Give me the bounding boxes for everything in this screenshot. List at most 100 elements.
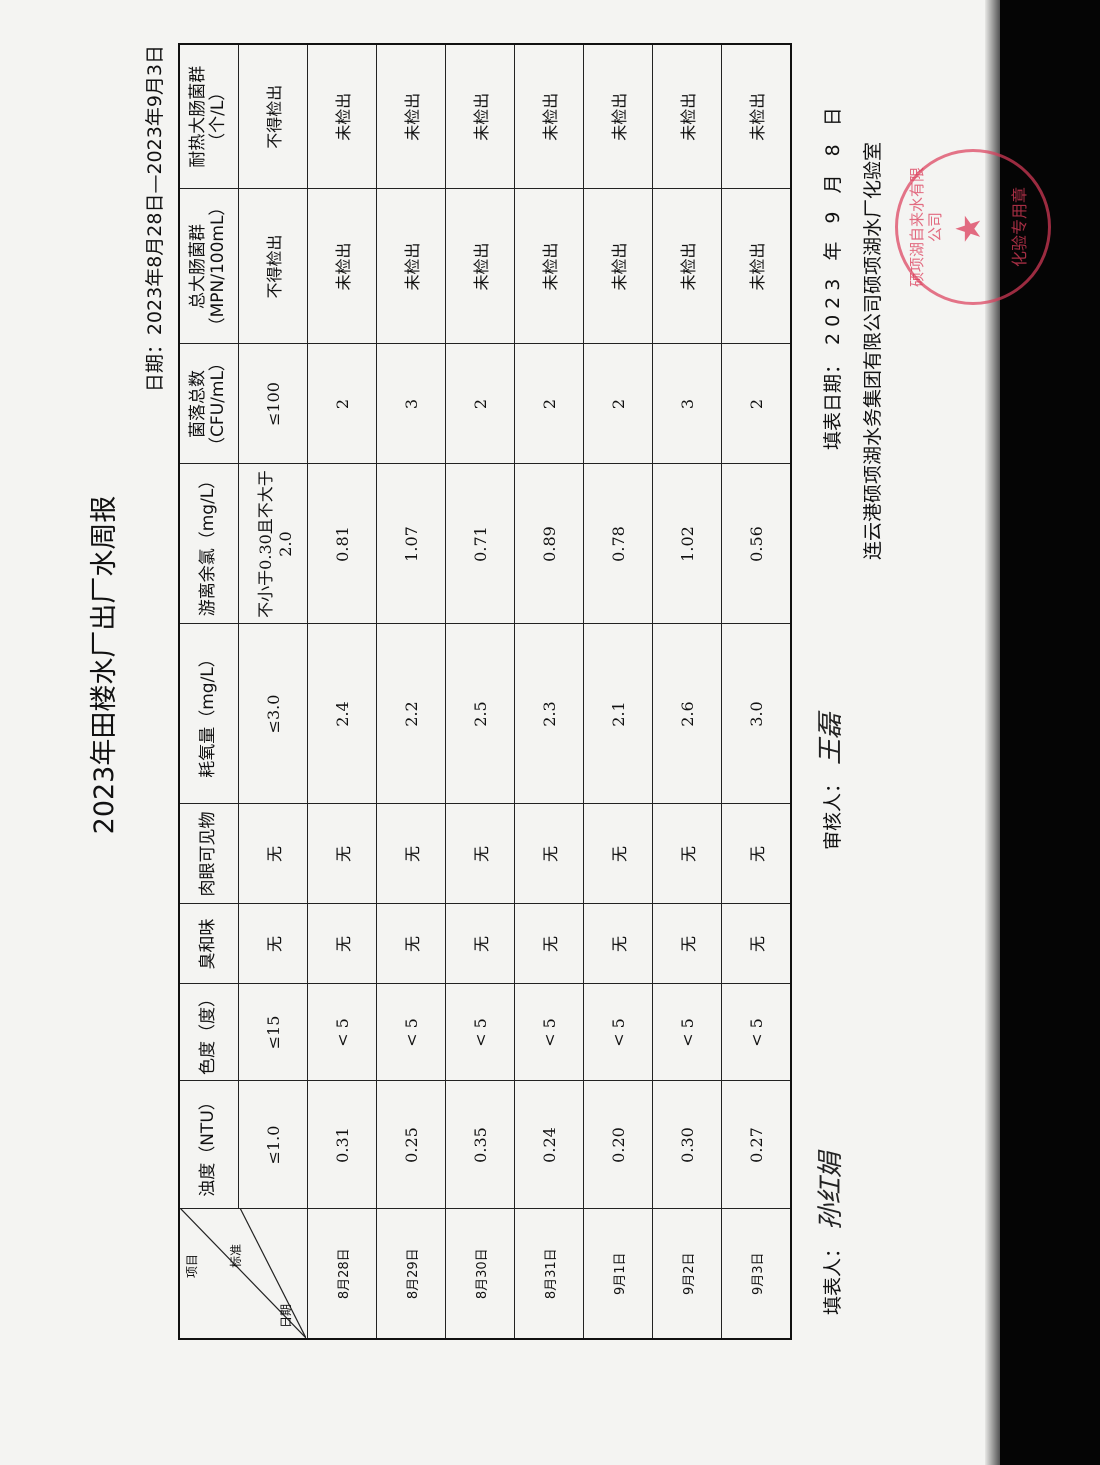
reviewer-signature: 王磊 [816,712,846,765]
header-cell: 菌落总数（CFU/mL） [179,344,239,464]
value-cell: 无 [514,904,584,984]
value-cell: 3 [376,344,446,464]
header-cell: 游离余氯（mg/L） [179,464,239,624]
dark-background [1000,0,1100,1465]
value-cell: 2 [307,344,377,464]
value-cell: 0.89 [514,464,584,624]
standard-cell: 不小于0.30且不大于2.0 [238,464,308,624]
value-cell: 0.31 [307,1081,377,1209]
value-cell: 未检出 [583,44,653,189]
value-cell: 无 [445,904,515,984]
standard-cell: 无 [238,904,308,984]
standard-cell: ≤1.0 [238,1081,308,1209]
date-cell: 9月1日 [583,1209,653,1339]
corner-date: 日期 [279,1303,293,1328]
table-row: 9月3日 0.27 < 5 无无 3.0 0.56 2 未检出 未检出 [721,44,791,1339]
report-title: 2023年田楼水厂出厂水周报 [89,495,120,835]
value-cell: 0.35 [445,1081,515,1209]
value-cell: 无 [652,904,722,984]
value-cell: 未检出 [376,44,446,189]
value-cell: < 5 [721,984,791,1081]
standard-row: ≤1.0 ≤15 无 无 ≤3.0 不小于0.30且不大于2.0 ≤100 不得… [238,44,308,1339]
table-row: 8月30日 0.35 < 5 无无 2.5 0.71 2 未检出 未检出 [445,44,515,1339]
corner-cell: 项目 标准 日期 [179,1208,308,1339]
header-row: 项目 标准 日期 浊度（NTU） 色度（度） 臭和味 肉眼可见物 耗氧量（mg/… [179,44,308,1339]
value-cell: 0.71 [445,464,515,624]
value-cell: 0.30 [652,1081,722,1209]
stamp-bottom-text: 化验专用章 [1010,187,1029,268]
official-stamp: 硕项湖自来水有限公司 ★ 化验专用章 [895,149,1051,305]
value-cell: 0.78 [583,464,653,624]
standard-cell: 不得检出 [238,189,308,344]
standard-cell: 无 [238,804,308,904]
filler-label: 填表人： [822,1238,844,1315]
value-cell: 2 [721,344,791,464]
date-cell: 8月30日 [445,1209,515,1339]
value-cell: 未检出 [514,44,584,189]
value-cell: 无 [721,804,791,904]
value-cell: 2.1 [583,624,653,804]
value-cell: 未检出 [652,189,722,344]
value-cell: 无 [445,804,515,904]
value-cell: 未检出 [583,189,653,344]
value-cell: 2 [445,344,515,464]
value-cell: 1.07 [376,464,446,624]
value-cell: 0.24 [514,1081,584,1209]
date-cell: 8月29日 [376,1209,446,1339]
value-cell: 无 [583,904,653,984]
header-cell: 耗氧量（mg/L） [179,624,239,804]
date-cell: 8月31日 [514,1209,584,1339]
value-cell: 未检出 [514,189,584,344]
standard-cell: 不得检出 [238,44,308,189]
value-cell: 0.25 [376,1081,446,1209]
value-cell: 1.02 [652,464,722,624]
date-cell: 9月2日 [652,1209,722,1339]
table-row: 9月2日 0.30 < 5 无无 2.6 1.02 3 未检出 未检出 [652,44,722,1339]
value-cell: 0.27 [721,1081,791,1209]
reviewer-label: 审核人： [822,773,844,850]
filler-signature: 孙红娟 [816,1151,846,1230]
value-cell: < 5 [376,984,446,1081]
header-cell: 耐热大肠菌群（个/L） [179,44,239,189]
header-cell: 总大肠菌群（MPN/100mL） [179,189,239,344]
value-cell: 2.2 [376,624,446,804]
header-cell: 色度（度） [179,984,239,1081]
value-cell: 未检出 [376,189,446,344]
date-range: 日期：2023年8月28日—2023年9月3日 [144,45,166,393]
value-cell: 2.5 [445,624,515,804]
header-cell: 臭和味 [179,904,239,984]
value-cell: 未检出 [652,44,722,189]
header-cell: 浊度（NTU） [179,1081,239,1209]
value-cell: < 5 [583,984,653,1081]
value-cell: 未检出 [445,189,515,344]
corner-diagonals [180,1208,306,1338]
value-cell: 3.0 [721,624,791,804]
value-cell: 无 [721,904,791,984]
value-cell: 无 [376,904,446,984]
value-cell: 2.4 [307,624,377,804]
value-cell: 无 [307,804,377,904]
date-cell: 9月3日 [721,1209,791,1339]
value-cell: 2.3 [514,624,584,804]
star-icon: ★ [949,213,989,244]
value-cell: 未检出 [307,189,377,344]
table-row: 9月1日 0.20 < 5 无无 2.1 0.78 2 未检出 未检出 [583,44,653,1339]
fill-date: 2023 年 9 月 8 日 [822,101,844,345]
value-cell: < 5 [307,984,377,1081]
value-cell: 无 [652,804,722,904]
date-cell: 8月28日 [307,1209,377,1339]
value-cell: 2.6 [652,624,722,804]
value-cell: 未检出 [307,44,377,189]
table-row: 8月28日 0.31 < 5 无无 2.4 0.81 2 未检出 未检出 [307,44,377,1339]
standard-cell: ≤3.0 [238,624,308,804]
standard-cell: ≤15 [238,984,308,1081]
value-cell: 3 [652,344,722,464]
company-name: 连云港硕项湖水务集团有限公司硕项湖水厂化验室 [862,141,884,560]
corner-standard: 标准 [229,1243,243,1268]
stamp-top-text: 硕项湖自来水有限公司 [908,167,944,288]
corner-item: 项目 [185,1253,199,1278]
value-cell: 0.56 [721,464,791,624]
value-cell: 未检出 [445,44,515,189]
value-cell: < 5 [445,984,515,1081]
